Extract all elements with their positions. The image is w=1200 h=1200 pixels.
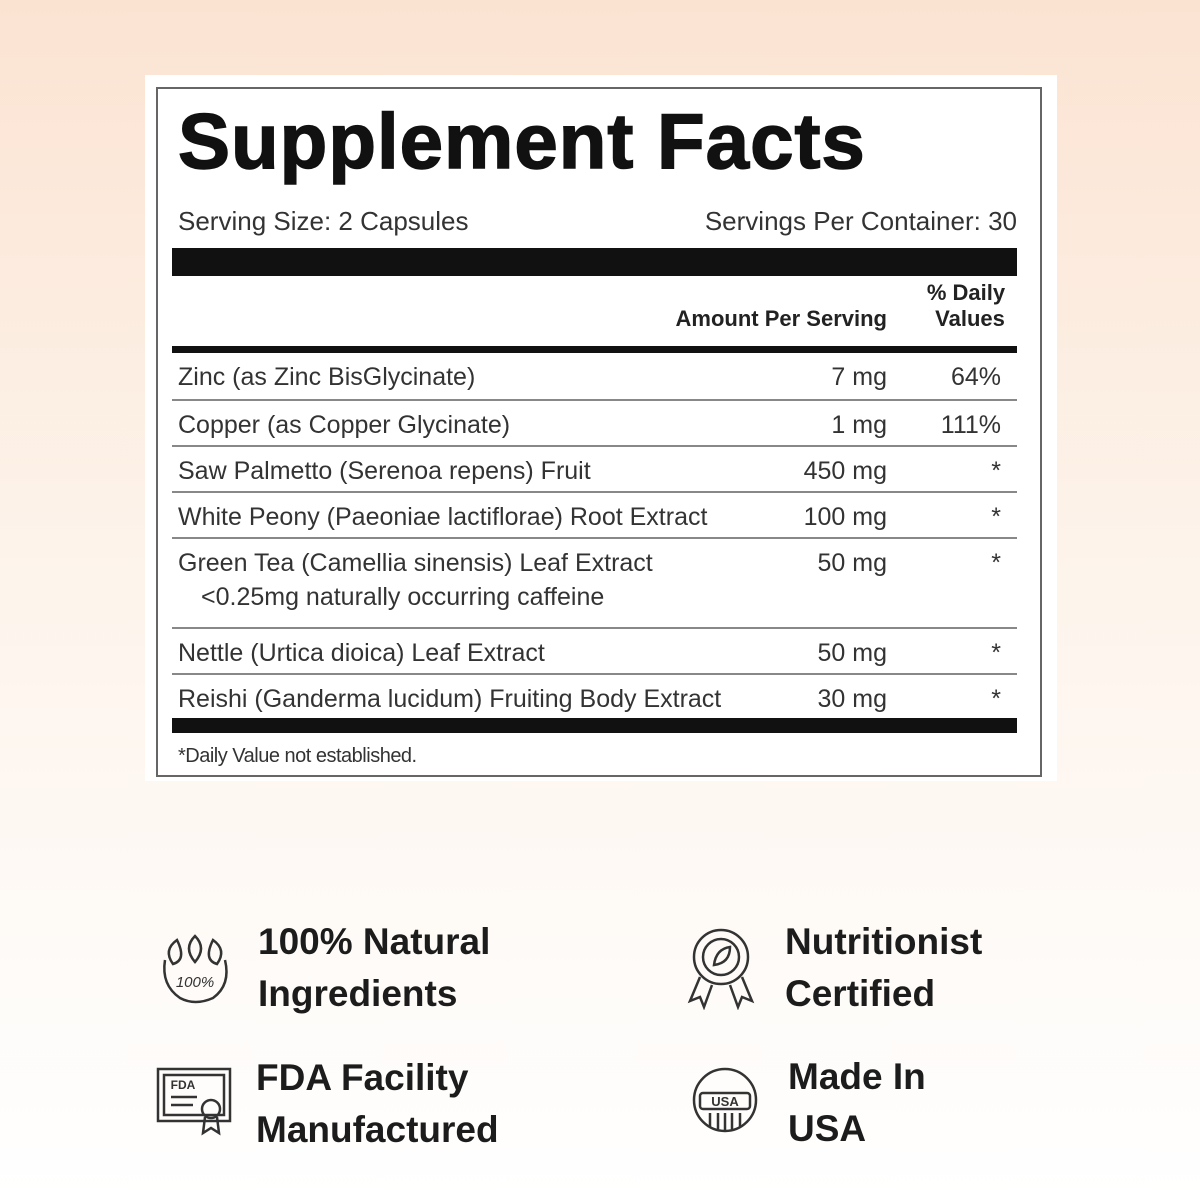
- badge-line: USA: [788, 1108, 867, 1149]
- ingredient-amount: 1 mg: [831, 411, 887, 439]
- icon-text: USA: [711, 1094, 739, 1109]
- facts-panel: [145, 75, 1057, 781]
- ingredient-name: Nettle (Urtica dioica) Leaf Extract: [178, 639, 545, 667]
- ingredient-dv: *: [991, 457, 1001, 485]
- facts-row: Copper (as Copper Glycinate) 1 mg 111%: [172, 399, 1017, 445]
- ingredient-name: Reishi (Ganderma lucidum) Fruiting Body …: [178, 685, 722, 713]
- facts-rows: Zinc (as Zinc BisGlycinate) 7 mg 64% Copper…: [172, 353, 1017, 719]
- ingredient-amount: 50 mg: [817, 549, 887, 577]
- badge-line: Ingredients: [258, 973, 458, 1014]
- fda-icon: FDA: [156, 1067, 232, 1136]
- icon-text: 100%: [176, 974, 214, 991]
- facts-row: Saw Palmetto (Serenoa repens) Fruit 450 m…: [172, 445, 1017, 491]
- ingredient-note: <0.25mg naturally occurring caffeine: [201, 583, 605, 611]
- thick-rule: [172, 718, 1017, 733]
- facts-row: White Peony (Paeoniae lactiflorae) Root …: [172, 491, 1017, 537]
- ingredient-name: Copper (as Copper Glycinate): [178, 411, 511, 439]
- thick-rule: [172, 248, 1017, 276]
- badge-text: Nutritionist Certified: [785, 916, 982, 1020]
- ingredient-amount: 100 mg: [803, 503, 887, 531]
- badge-line: FDA Facility: [256, 1057, 469, 1098]
- medium-rule: [172, 346, 1017, 353]
- serving-size: Serving Size: 2 Capsules: [178, 206, 469, 236]
- badge-text: 100% Natural Ingredients: [258, 916, 490, 1020]
- ingredient-amount: 30 mg: [817, 685, 887, 713]
- ingredient-name: Green Tea (Camellia sinensis) Leaf Extra…: [178, 549, 653, 577]
- ingredient-dv: *: [991, 549, 1001, 577]
- header-amount: Amount Per Serving: [675, 306, 887, 331]
- badge-line: Made In: [788, 1056, 926, 1097]
- ingredient-amount: 7 mg: [831, 363, 887, 391]
- servings-per-container: Servings Per Container: 30: [704, 206, 1017, 236]
- badge-line: Manufactured: [256, 1109, 499, 1150]
- header-dv: % Daily: [926, 280, 1006, 305]
- facts-row: Nettle (Urtica dioica) Leaf Extract 50 mg…: [172, 627, 1017, 673]
- facts-row: Zinc (as Zinc BisGlycinate) 7 mg 64%: [172, 353, 1017, 399]
- usa-icon: USA: [692, 1067, 758, 1133]
- badge-text: FDA Facility Manufactured: [256, 1052, 499, 1156]
- ingredient-name: Saw Palmetto (Serenoa repens) Fruit: [178, 457, 591, 485]
- ingredient-dv: *: [991, 685, 1001, 713]
- badge-text: Made In USA: [788, 1051, 926, 1155]
- ingredient-amount: 450 mg: [803, 457, 887, 485]
- natural-icon: 100%: [163, 934, 228, 1004]
- facts-title: Supplement Facts: [177, 96, 866, 186]
- facts-row: Green Tea (Camellia sinensis) Leaf Extra…: [172, 537, 1017, 627]
- badge-line: Nutritionist: [785, 921, 983, 962]
- facts-row: Reishi (Ganderma lucidum) Fruiting Body …: [172, 673, 1017, 719]
- ingredient-dv: *: [991, 503, 1001, 531]
- footnote: *Daily Value not established.: [178, 745, 417, 767]
- ingredient-amount: 50 mg: [817, 639, 887, 667]
- ingredient-dv: 64%: [950, 363, 1001, 391]
- icon-text: FDA: [171, 1078, 196, 1092]
- ingredient-name: White Peony (Paeoniae lactiflorae) Root …: [178, 503, 708, 531]
- header-dv: Values: [935, 306, 1005, 331]
- ingredient-dv: *: [991, 639, 1001, 667]
- ingredient-dv: 111%: [940, 411, 1001, 439]
- badge-line: 100% Natural: [258, 921, 491, 962]
- ingredient-name: Zinc (as Zinc BisGlycinate): [178, 363, 476, 391]
- facts-frame: [156, 87, 1042, 777]
- badge-line: Certified: [785, 973, 936, 1014]
- certified-icon: [687, 928, 755, 1010]
